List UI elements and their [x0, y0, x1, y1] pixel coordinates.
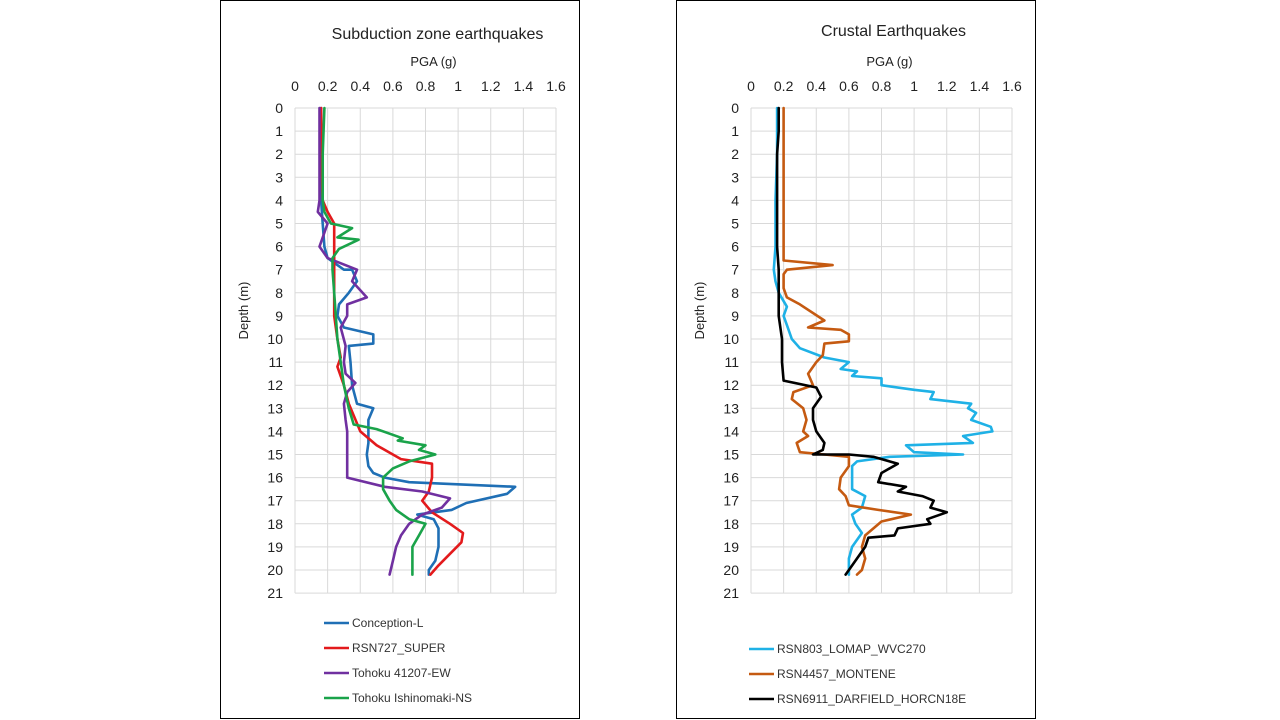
x-tick-label: 1 — [454, 78, 462, 94]
series-line-2 — [319, 106, 465, 576]
crustal-chart: Crustal Earthquakes PGA (g) Depth (m) 0 0.2 0… — [692, 23, 1022, 706]
y-axis-title: Depth (m) — [692, 282, 707, 340]
y-tick-label: 9 — [731, 308, 739, 324]
x-tick-label: 1.2 — [481, 78, 501, 94]
legend-label: RSN6911_DARFIELD_HORCN18E — [777, 692, 966, 706]
y-tick-label: 15 — [267, 447, 283, 463]
x-tick-label: 1 — [910, 78, 918, 94]
y-tick-label: 16 — [723, 470, 739, 486]
y-tick-label: 12 — [723, 377, 739, 393]
y-tick-label: 3 — [275, 169, 283, 185]
subduction-chart-panel: Subduction zone earthquakes PGA (g) Depth … — [220, 0, 580, 719]
y-tick-label: 21 — [267, 585, 283, 601]
legend-label: Tohoku 41207-EW — [352, 666, 451, 680]
x-tick-label: 1.2 — [937, 78, 957, 94]
y-tick-label: 0 — [731, 100, 739, 116]
y-tick-label: 4 — [275, 192, 283, 208]
y-tick-label: 0 — [275, 100, 283, 116]
x-tick-label: 0.2 — [774, 78, 794, 94]
y-tick-label: 7 — [275, 262, 283, 278]
y-tick-label: 4 — [731, 192, 739, 208]
x-axis-title: PGA (g) — [866, 54, 912, 69]
y-tick-label: 6 — [731, 239, 739, 255]
series-line-2 — [782, 106, 913, 576]
x-tick-label: 0.4 — [351, 78, 371, 94]
series-line-4 — [321, 106, 437, 576]
y-tick-label: 15 — [723, 447, 739, 463]
x-tick-label: 0.6 — [383, 78, 403, 94]
y-tick-label: 14 — [267, 423, 283, 439]
y-axis-title: Depth (m) — [236, 282, 251, 340]
x-tick-label: 1.4 — [970, 78, 990, 94]
x-tick-label: 0 — [291, 78, 299, 94]
y-tick-label: 21 — [723, 585, 739, 601]
y-tick-label: 16 — [267, 470, 283, 486]
y-tick-label: 1 — [275, 123, 283, 139]
x-tick-label: 0 — [747, 78, 755, 94]
y-tick-label: 2 — [275, 146, 283, 162]
y-tick-label: 8 — [275, 285, 283, 301]
y-tick-label: 10 — [267, 331, 283, 347]
legend-label: Conception-L — [352, 616, 424, 630]
y-tick-label: 13 — [723, 400, 739, 416]
y-tick-label: 17 — [723, 493, 739, 509]
y-tick-label: 6 — [275, 239, 283, 255]
y-tick-label: 5 — [731, 216, 739, 232]
legend-label: RSN727_SUPER — [352, 641, 446, 655]
x-tick-label: 1.6 — [546, 78, 566, 94]
y-tick-label: 1 — [731, 123, 739, 139]
y-tick-label: 11 — [268, 354, 283, 370]
y-tick-label: 18 — [723, 516, 739, 532]
series-line-1 — [772, 106, 994, 576]
y-tick-label: 7 — [731, 262, 739, 278]
legend-label: RSN803_LOMAP_WVC270 — [777, 642, 926, 656]
series-line-1 — [319, 106, 517, 576]
y-tick-label: 3 — [731, 169, 739, 185]
y-tick-label: 13 — [267, 400, 283, 416]
y-tick-label: 5 — [275, 216, 283, 232]
x-tick-label: 1.4 — [514, 78, 534, 94]
y-tick-label: 19 — [267, 539, 283, 555]
y-tick-label: 12 — [267, 377, 283, 393]
x-tick-label: 1.6 — [1002, 78, 1022, 94]
y-tick-label: 9 — [275, 308, 283, 324]
y-tick-label: 14 — [723, 423, 739, 439]
y-tick-label: 17 — [267, 493, 283, 509]
legend-label: RSN4457_MONTENE — [777, 667, 896, 681]
y-tick-label: 19 — [723, 539, 739, 555]
series-line-3 — [775, 106, 949, 576]
y-tick-label: 2 — [731, 146, 739, 162]
legend-label: Tohoku Ishinomaki-NS — [352, 691, 472, 705]
y-tick-label: 18 — [267, 516, 283, 532]
y-tick-label: 20 — [723, 562, 739, 578]
x-tick-label: 0.4 — [807, 78, 827, 94]
y-tick-label: 8 — [731, 285, 739, 301]
y-tick-label: 10 — [723, 331, 739, 347]
series-line-3 — [316, 106, 452, 576]
x-tick-label: 0.6 — [839, 78, 859, 94]
subduction-chart: Subduction zone earthquakes PGA (g) Depth … — [236, 26, 566, 705]
crustal-chart-panel: Crustal Earthquakes PGA (g) Depth (m) 0 0.2 0… — [676, 0, 1036, 719]
chart-title: Subduction zone earthquakes — [332, 26, 544, 43]
chart-title: Crustal Earthquakes — [821, 23, 966, 40]
x-axis-title: PGA (g) — [410, 54, 456, 69]
x-tick-label: 0.2 — [318, 78, 338, 94]
y-tick-label: 11 — [724, 354, 739, 370]
y-tick-label: 20 — [267, 562, 283, 578]
x-tick-label: 0.8 — [872, 78, 892, 94]
x-tick-label: 0.8 — [416, 78, 436, 94]
